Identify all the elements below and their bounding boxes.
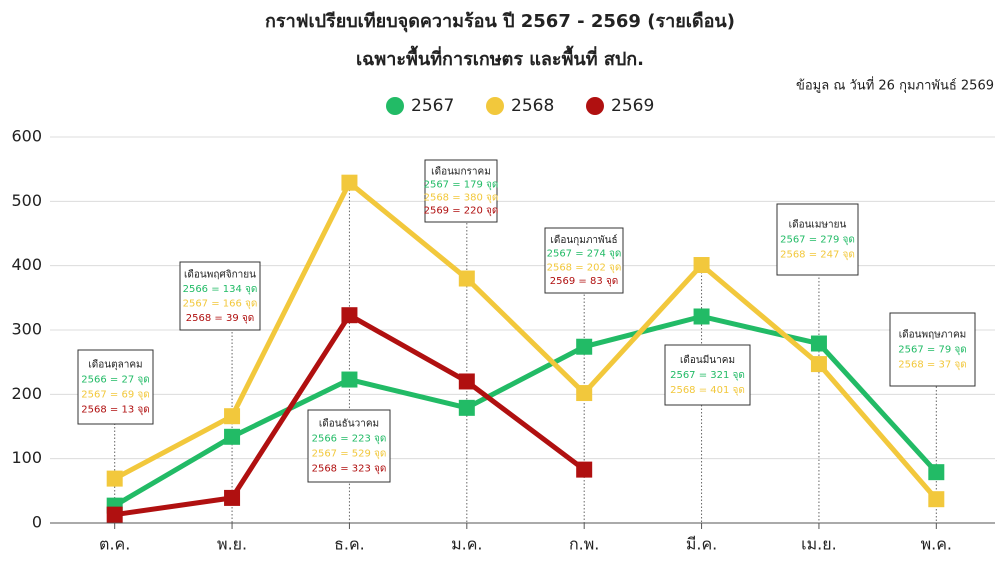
- annotation-box: [776, 203, 859, 276]
- annotation-line: 2568 = 202 จุด: [547, 262, 622, 273]
- series-line: [113, 313, 939, 508]
- y-tick-label: 600: [11, 127, 42, 146]
- point-marker: [576, 385, 593, 402]
- point-marker: [224, 428, 241, 445]
- point-marker: [341, 174, 358, 191]
- point-marker: [458, 373, 475, 390]
- annotation-box: [179, 261, 261, 331]
- annotation-line: 2568 = 39 จุด: [186, 313, 254, 324]
- point-marker: [576, 461, 593, 478]
- annotation: เดือนพฤษภาคม 2567 = 79 จุด 2568 = 37 จุด: [889, 312, 976, 387]
- annotation-line: 2567 = 274 จุด: [547, 249, 622, 260]
- x-tick-label: พ.ย.: [217, 535, 247, 554]
- annotation-line: 2568 = 401 จุด: [670, 385, 745, 396]
- annotation-line: 2568 = 323 จุด: [312, 464, 387, 475]
- annotation-title: เดือนเมษายน: [789, 219, 847, 231]
- annotation-line: 2567 = 529 จุด: [312, 449, 387, 460]
- annotation: เดือนธันวาคม 2566 = 223 จุด 2567 = 529 จุด…: [307, 409, 391, 483]
- legend-label: 2568: [511, 96, 554, 116]
- annotation-line: 2568 = 37 จุด: [898, 360, 966, 371]
- series-line: [113, 180, 939, 501]
- point-marker: [458, 270, 475, 287]
- annotation-line: 2566 = 27 จุด: [81, 375, 149, 386]
- point-marker: [693, 308, 710, 325]
- x-tick-label: พ.ค.: [921, 535, 952, 554]
- point-marker: [341, 371, 358, 388]
- annotation-line: 2568 = 13 จุด: [81, 405, 149, 416]
- x-tick-label: ม.ค.: [451, 535, 482, 554]
- annotation-title: เดือนมีนาคม: [680, 354, 735, 366]
- point-marker: [224, 408, 241, 425]
- annotation-line: 2569 = 83 จุด: [550, 276, 618, 287]
- source-note: ข้อมูล ณ วันที่ 26 กุมภาพันธ์ 2569: [796, 77, 994, 94]
- annotation-box: [889, 312, 976, 387]
- annotation: เดือนมกราคม 2567 = 179 จุด 2568 = 380 จุด 2…: [424, 159, 499, 223]
- point-marker: [810, 356, 827, 373]
- x-tick-label: มี.ค.: [686, 535, 717, 554]
- point-marker: [693, 257, 710, 274]
- annotation-title: เดือนตุลาคม: [88, 359, 142, 371]
- chart-title: กราฟเปรียบเทียบจุดความร้อน ปี 2567 - 256…: [265, 11, 735, 33]
- legend-marker: [586, 97, 604, 115]
- annotation-line: 2567 = 279 จุด: [780, 235, 855, 246]
- y-tick-label: 300: [11, 320, 42, 339]
- annotation: เดือนพฤศจิกายน 2566 = 134 จุด 2567 = 166 จ…: [179, 261, 261, 331]
- annotation-box: [424, 159, 498, 223]
- annotation-box: [307, 409, 391, 483]
- x-tick-label: ต.ค.: [99, 535, 130, 554]
- annotation-line: 2567 = 166 จุด: [183, 298, 258, 309]
- annotation-line: 2569 = 220 จุด: [424, 206, 499, 217]
- point-marker: [224, 489, 241, 506]
- chart-subtitle: เฉพาะพื้นที่การเกษตร และพื้นที่ สปก.: [356, 45, 644, 70]
- x-tick-label: ก.พ.: [569, 535, 599, 554]
- point-marker: [458, 399, 475, 416]
- annotation-line: 2567 = 321 จุด: [670, 370, 745, 381]
- y-tick-label: 500: [11, 191, 42, 210]
- annotation-title: เดือนมกราคม: [431, 166, 491, 178]
- annotation-line: 2566 = 134 จุด: [183, 284, 258, 295]
- annotation: เดือนมีนาคม 2567 = 321 จุด 2568 = 401 จุด: [664, 344, 751, 406]
- point-marker: [341, 307, 358, 324]
- annotation-title: เดือนพฤศจิกายน: [184, 268, 256, 280]
- x-tick-label: ธ.ค.: [334, 535, 365, 554]
- legend-marker: [386, 97, 404, 115]
- annotation-line: 2567 = 179 จุด: [424, 180, 499, 191]
- annotation-title: เดือนธันวาคม: [319, 418, 379, 430]
- y-tick-label: 400: [11, 255, 42, 274]
- annotation-box: [664, 344, 751, 406]
- annotation-line: 2567 = 69 จุด: [81, 390, 149, 401]
- legend-label: 2567: [411, 96, 454, 116]
- annotation-box: [77, 349, 154, 425]
- point-marker: [928, 464, 945, 481]
- annotation-line: 2566 = 223 จุด: [312, 434, 387, 445]
- annotation: เดือนตุลาคม 2566 = 27 จุด 2567 = 69 จุด 256…: [77, 349, 154, 425]
- annotation: เดือนเมษายน 2567 = 279 จุด 2568 = 247 จุด: [776, 203, 859, 276]
- legend-marker: [486, 97, 504, 115]
- annotation-line: 2568 = 247 จุด: [780, 250, 855, 261]
- annotation-title: เดือนกุมภาพันธ์: [550, 234, 617, 246]
- annotation-line: 2567 = 79 จุด: [898, 345, 966, 356]
- annotation: เดือนกุมภาพันธ์ 2567 = 274 จุด 2568 = 202 …: [544, 227, 624, 294]
- point-marker: [576, 338, 593, 355]
- annotation-line: 2568 = 380 จุด: [424, 193, 499, 204]
- y-tick-label: 200: [11, 384, 42, 403]
- y-tick-label: 100: [11, 448, 42, 467]
- point-marker: [928, 491, 945, 508]
- point-marker: [106, 506, 123, 523]
- legend-label: 2569: [611, 96, 654, 116]
- y-tick-label: 0: [32, 513, 42, 532]
- annotation-box: [544, 227, 624, 294]
- point-marker: [106, 470, 123, 487]
- x-tick-label: เม.ย.: [801, 535, 837, 554]
- point-marker: [810, 335, 827, 352]
- annotation-title: เดือนพฤษภาคม: [899, 329, 966, 341]
